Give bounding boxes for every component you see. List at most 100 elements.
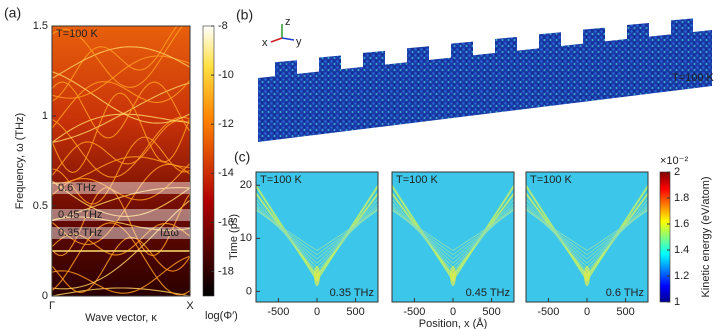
pillar bbox=[407, 46, 429, 65]
band-curve bbox=[52, 187, 190, 257]
heatmap-image bbox=[256, 172, 378, 302]
hot-spot bbox=[584, 266, 590, 286]
wave-front bbox=[256, 205, 378, 264]
band-curve bbox=[52, 120, 190, 176]
y-axis-label: Time (ps) bbox=[228, 214, 240, 260]
panel-label: (a) bbox=[4, 5, 21, 21]
colorbar-tick-label: 1.2 bbox=[674, 270, 689, 282]
pillar bbox=[539, 32, 561, 51]
hot-spot bbox=[450, 266, 456, 286]
plot-frame bbox=[51, 25, 191, 297]
x-tick-label: 0 bbox=[314, 306, 320, 318]
y-tick-label: 0 bbox=[42, 290, 48, 302]
x-tick-label: 0 bbox=[584, 306, 590, 318]
pillar bbox=[495, 36, 517, 55]
colorbar-tick-label: 1 bbox=[674, 296, 680, 308]
colorbar bbox=[659, 171, 671, 303]
y-tick-label: 0 bbox=[246, 285, 252, 297]
wave-front bbox=[392, 209, 514, 252]
wave-front bbox=[256, 207, 378, 260]
highlight-band bbox=[52, 182, 190, 194]
annotation: T=100 K bbox=[260, 174, 303, 186]
heatmap-image bbox=[392, 172, 514, 302]
band-curve bbox=[52, 180, 190, 217]
band-curve bbox=[52, 136, 190, 205]
band-curve bbox=[52, 236, 190, 293]
highlight-band bbox=[52, 209, 190, 221]
colorbar-tick-label: 1.4 bbox=[674, 244, 689, 256]
colorbar-tick-label: 1.8 bbox=[674, 192, 689, 204]
slab bbox=[258, 30, 712, 142]
panel-label: (b) bbox=[236, 7, 253, 23]
axis-triad: x y z bbox=[262, 16, 302, 49]
panel-label: (c) bbox=[234, 149, 250, 165]
pillar bbox=[627, 22, 649, 41]
band-curve bbox=[52, 71, 190, 124]
colorbar-tick-label: 2 bbox=[674, 166, 680, 178]
x-tick-label: Γ bbox=[49, 300, 55, 312]
colorbar-tick-label: -14 bbox=[218, 167, 234, 179]
x-axis-label: Position, x (Å) bbox=[419, 317, 487, 329]
y-tick-label: 1 bbox=[42, 110, 48, 122]
colorbar-tick-label: -8 bbox=[218, 20, 228, 32]
axis-label: y bbox=[296, 36, 302, 48]
subtitle: 0.35 THz bbox=[330, 287, 374, 299]
wave-front bbox=[526, 209, 648, 256]
heatmap-image bbox=[52, 26, 190, 296]
highlight-label: 0.35 THz bbox=[58, 227, 102, 239]
band-curve bbox=[52, 92, 190, 174]
x-tick-label: -500 bbox=[403, 306, 425, 318]
pillar bbox=[319, 55, 341, 74]
band-curve bbox=[52, 81, 190, 139]
x-axis bbox=[270, 37, 283, 43]
colorbar-tick-label: 1.6 bbox=[674, 218, 689, 230]
colorbar-tick-label: -18 bbox=[218, 265, 234, 277]
x-tick-label: 0 bbox=[450, 306, 456, 318]
annotation: T=100 K bbox=[56, 28, 99, 40]
wave-front bbox=[392, 207, 514, 260]
band-curve bbox=[52, 46, 190, 79]
annotation: T=100 K bbox=[530, 174, 573, 186]
x-tick-label: -500 bbox=[537, 306, 559, 318]
chart: T=100 K 0.35 THz -500 0 500 0 10 20 Time (ps) bbox=[228, 171, 379, 318]
y-axis-label: Frequency, ω (THz) bbox=[14, 113, 26, 209]
band-annotation: IΔω bbox=[160, 227, 179, 239]
y-axis bbox=[281, 37, 295, 41]
colorbar-label: log(Φ′) bbox=[205, 310, 238, 322]
colorbar-tick-label: -10 bbox=[218, 69, 234, 81]
wave-front bbox=[392, 209, 514, 256]
annotation: T=100 K bbox=[672, 72, 715, 84]
band-curve bbox=[52, 222, 190, 296]
wave-front bbox=[526, 209, 648, 252]
band-curve bbox=[52, 156, 190, 185]
y-tick-label: 1.5 bbox=[33, 20, 48, 32]
y-tick-label: 20 bbox=[240, 179, 252, 191]
band-curve bbox=[52, 113, 190, 144]
colorbar-tick-label: -16 bbox=[218, 216, 234, 228]
highlight-band bbox=[52, 227, 190, 239]
pillar bbox=[363, 50, 385, 69]
band-curve bbox=[52, 55, 190, 99]
band-curve bbox=[52, 216, 190, 231]
hot-spot bbox=[314, 266, 320, 286]
subtitle: 0.6 THz bbox=[606, 287, 644, 299]
x-tick-label: 500 bbox=[616, 306, 634, 318]
x-tick-label: X bbox=[186, 300, 194, 312]
chart: 0.6 THz 0.45 THz 0.35 THz IΔω T=100 K Γ X 0 0.5 1… bbox=[14, 20, 238, 324]
highlight-label: 0.45 THz bbox=[58, 209, 102, 221]
y-tick-label: 10 bbox=[240, 232, 252, 244]
atomic-structure: x y z T=100 K bbox=[258, 16, 715, 142]
band-curve bbox=[52, 199, 190, 290]
heatmap-image bbox=[526, 172, 648, 302]
axis-label: x bbox=[262, 37, 268, 49]
colorbar-tick-label: -12 bbox=[218, 118, 234, 130]
x-tick-label: -500 bbox=[267, 306, 289, 318]
pillar bbox=[275, 60, 297, 79]
wave-front bbox=[526, 207, 648, 260]
band-curve bbox=[52, 79, 190, 129]
band-curve bbox=[52, 222, 190, 256]
x-tick-label: 500 bbox=[482, 306, 500, 318]
axis-label: z bbox=[285, 16, 291, 28]
band-curve bbox=[52, 116, 190, 178]
